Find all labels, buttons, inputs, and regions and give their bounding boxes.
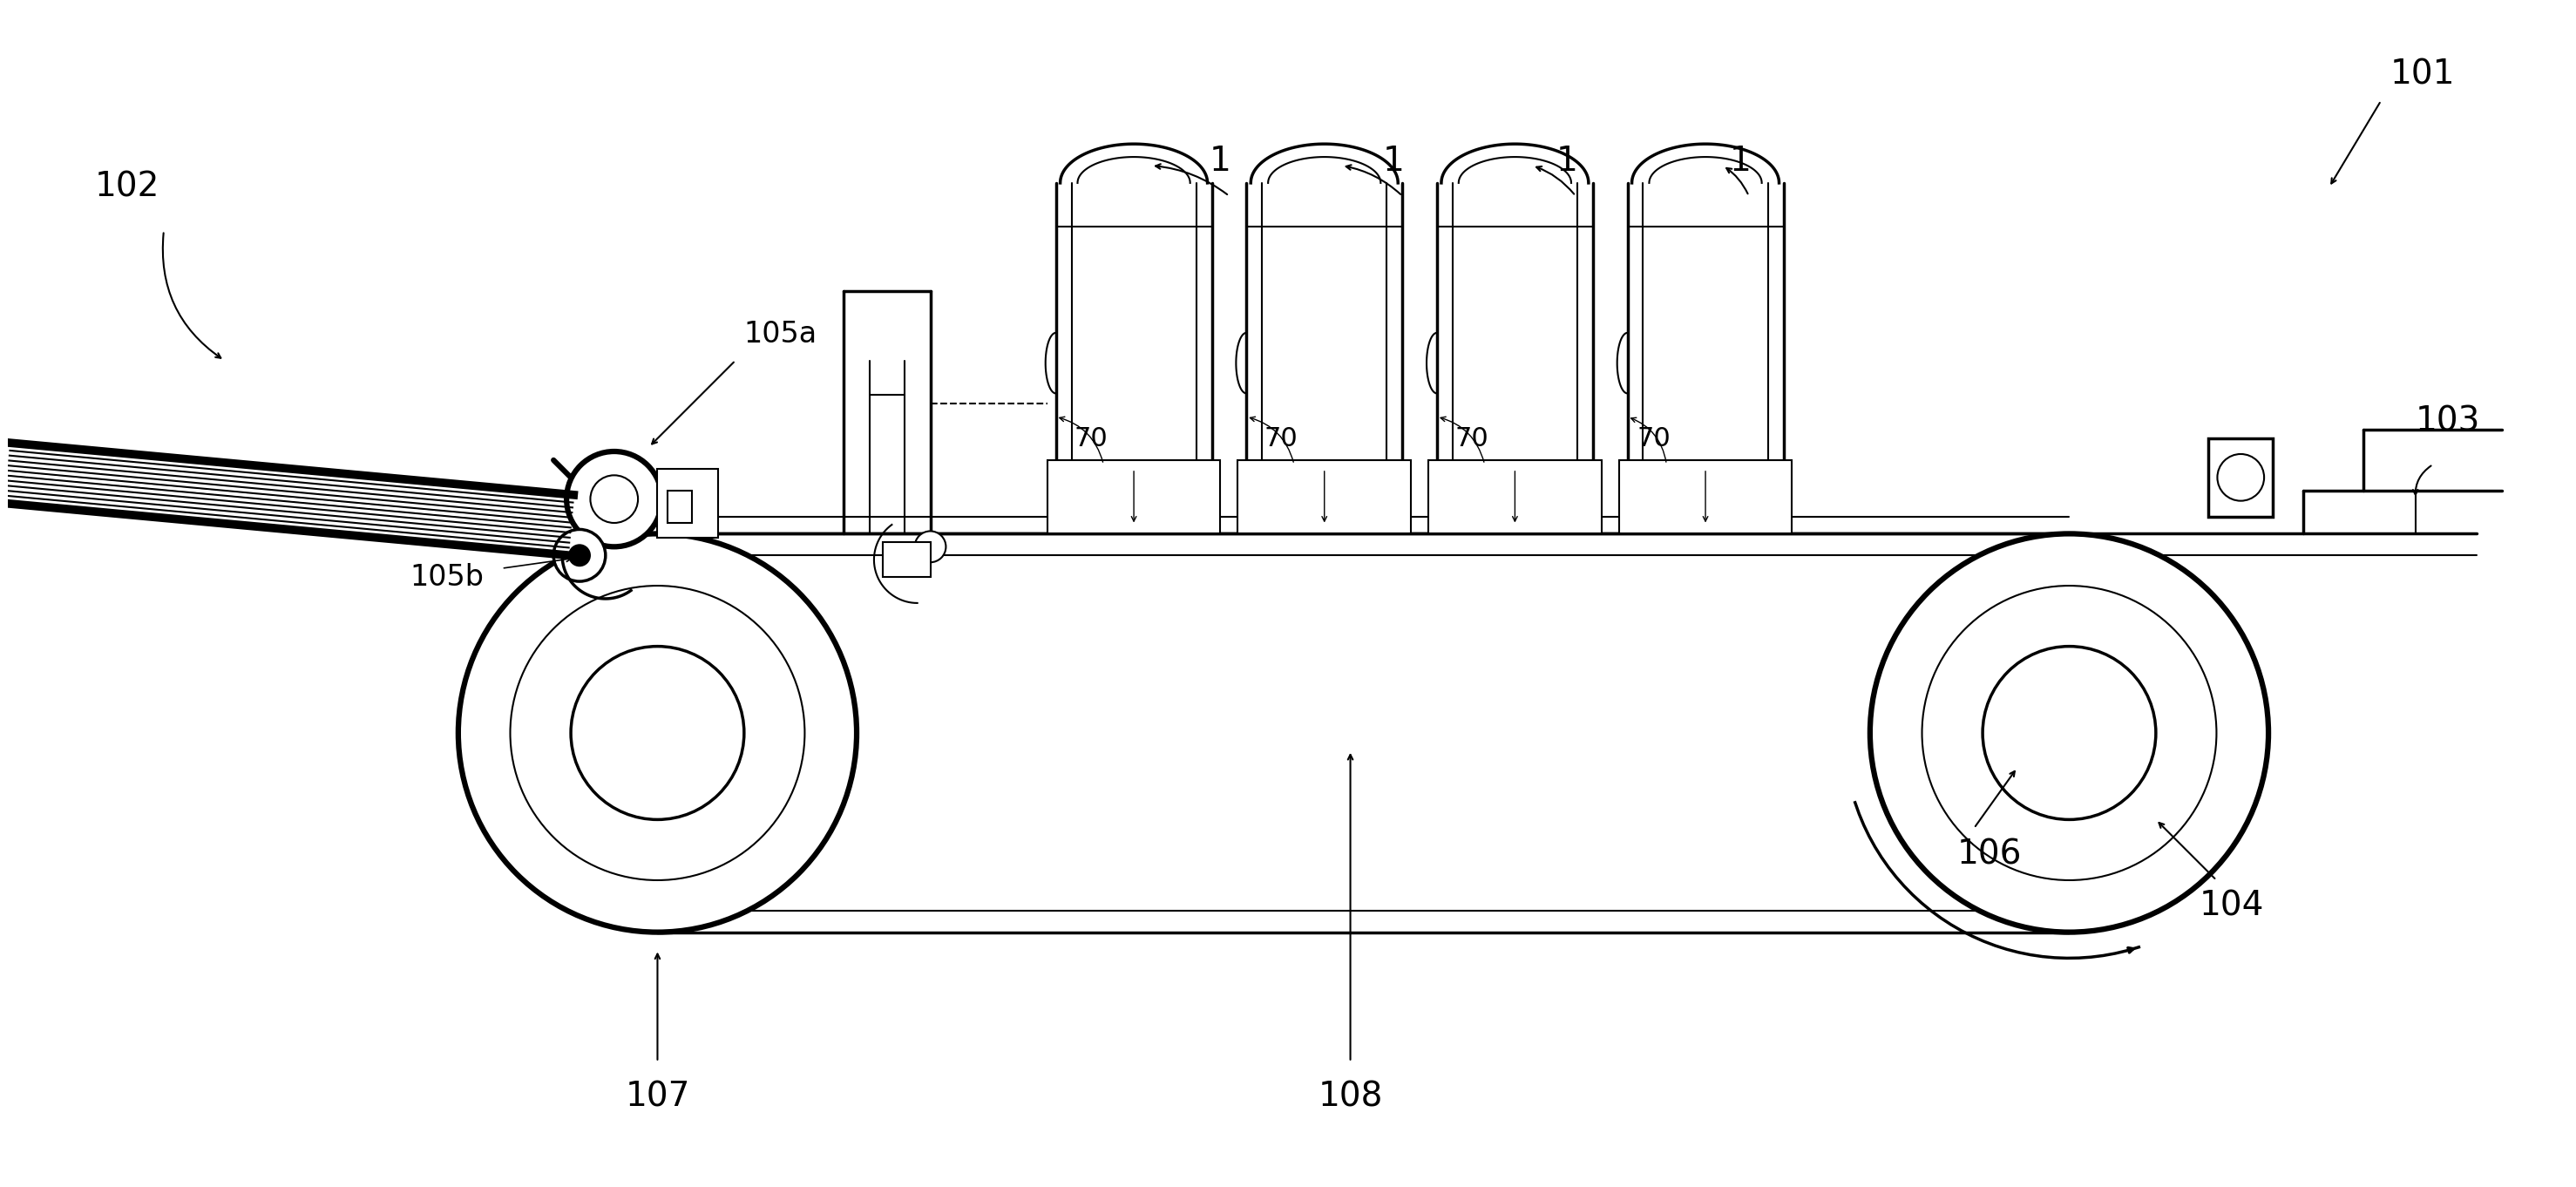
Circle shape bbox=[459, 534, 858, 932]
Bar bbox=[1618, 461, 1793, 534]
Circle shape bbox=[914, 531, 945, 563]
Circle shape bbox=[1984, 647, 2156, 819]
Text: 108: 108 bbox=[1319, 1080, 1383, 1113]
Bar bbox=[657, 469, 719, 538]
Circle shape bbox=[1870, 534, 2269, 932]
Text: 70: 70 bbox=[1636, 426, 1669, 451]
Bar bbox=[884, 542, 930, 577]
Circle shape bbox=[510, 585, 804, 881]
Bar bbox=[1236, 461, 1412, 534]
Text: 1: 1 bbox=[1728, 145, 1752, 178]
Circle shape bbox=[567, 451, 662, 547]
Bar bbox=[667, 490, 693, 523]
Text: 102: 102 bbox=[95, 171, 160, 204]
Text: 103: 103 bbox=[2416, 405, 2481, 438]
Text: 70: 70 bbox=[1455, 426, 1489, 451]
Text: 70: 70 bbox=[1265, 426, 1298, 451]
Text: 1: 1 bbox=[1383, 145, 1404, 178]
Circle shape bbox=[572, 647, 744, 819]
Text: 105b: 105b bbox=[410, 563, 484, 591]
Text: 101: 101 bbox=[2391, 58, 2455, 91]
Text: 70: 70 bbox=[1074, 426, 1108, 451]
Bar bbox=[1427, 461, 1602, 534]
Circle shape bbox=[2218, 455, 2264, 501]
Bar bbox=[1048, 461, 1221, 534]
Circle shape bbox=[590, 475, 639, 523]
Text: 1: 1 bbox=[1211, 145, 1231, 178]
Text: 1: 1 bbox=[1556, 145, 1577, 178]
Text: 106: 106 bbox=[1958, 838, 2022, 871]
Text: 107: 107 bbox=[626, 1080, 690, 1113]
Text: 104: 104 bbox=[2200, 889, 2264, 922]
Circle shape bbox=[569, 545, 590, 566]
Circle shape bbox=[1922, 585, 2215, 881]
Bar bbox=[2208, 438, 2272, 516]
Text: 105a: 105a bbox=[744, 320, 817, 349]
Circle shape bbox=[554, 529, 605, 582]
